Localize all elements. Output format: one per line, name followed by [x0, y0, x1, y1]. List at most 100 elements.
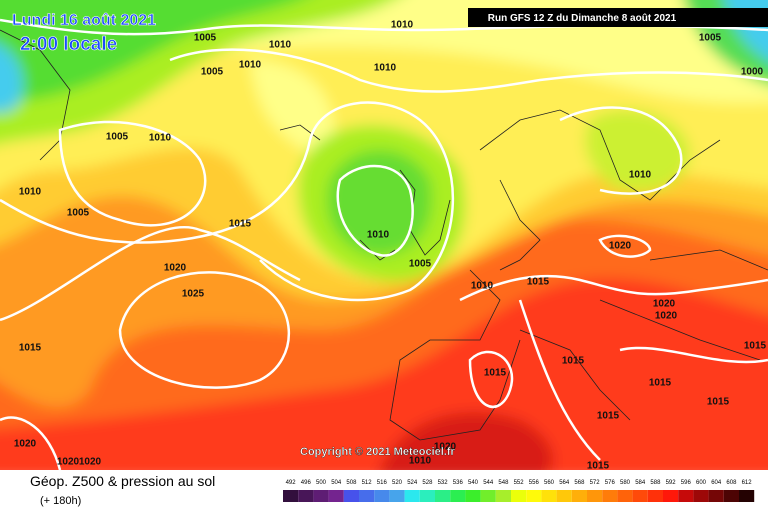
scale-label: 580	[620, 480, 631, 486]
scale-swatch	[647, 490, 663, 502]
isobar-label: 1010	[239, 60, 262, 71]
isobar-label: 1015	[527, 277, 550, 288]
scale-swatch	[495, 490, 511, 502]
isobar-label: 1000	[741, 67, 764, 78]
isobar-label: 1005	[106, 132, 129, 143]
scale-swatch	[511, 490, 527, 502]
scale-label: 592	[666, 480, 677, 486]
scale-label: 584	[635, 480, 646, 486]
scale-label: 552	[514, 480, 525, 486]
scale-swatch	[678, 490, 694, 502]
scale-swatch	[739, 490, 755, 502]
isobar-label: 1015	[229, 219, 252, 230]
isobar-label: 1015	[597, 411, 620, 422]
isobar-label: 1010	[149, 133, 172, 144]
scale-label: 536	[453, 480, 464, 486]
scale-swatch	[541, 490, 557, 502]
scale-swatch	[571, 490, 587, 502]
scale-swatch	[602, 490, 618, 502]
scale-label: 556	[529, 480, 540, 486]
scale-label: 572	[590, 480, 601, 486]
isobar-label: 1015	[562, 356, 585, 367]
scale-label: 504	[331, 480, 342, 486]
isobar-label: 1020	[434, 442, 457, 453]
scale-swatch	[404, 490, 420, 502]
field	[0, 0, 768, 480]
footer-lead: (+ 180h)	[40, 495, 81, 507]
isobar-label: 1015	[707, 397, 730, 408]
isobar-label: 1015	[744, 341, 767, 352]
scale-swatch	[419, 490, 435, 502]
isobar-label: 1005	[409, 259, 432, 270]
isobar-label: 1005	[699, 33, 722, 44]
scale-swatch	[359, 490, 375, 502]
footer-title: Géop. Z500 & pression au sol	[30, 473, 215, 489]
scale-label: 516	[377, 480, 388, 486]
run-box	[468, 8, 768, 27]
isobar-label: 1005	[67, 208, 90, 219]
scale-swatch	[556, 490, 572, 502]
scale-label: 524	[407, 480, 418, 486]
isobar-label: 1010	[391, 20, 414, 31]
scale-swatch	[298, 490, 314, 502]
scale-label: 496	[301, 480, 312, 486]
scale-swatch	[283, 490, 299, 502]
isobar-label: 1010	[471, 281, 494, 292]
scale-label: 512	[362, 480, 373, 486]
scale-label: 608	[726, 480, 737, 486]
isobar-label: 1005	[201, 67, 224, 78]
isobar-label: 1020	[57, 457, 80, 468]
scale-label: 548	[498, 480, 509, 486]
isobar-label: 1010	[367, 230, 390, 241]
scale-label: 588	[650, 480, 661, 486]
scale-swatch	[708, 490, 724, 502]
scale-swatch	[587, 490, 603, 502]
isobar-label: 1020	[79, 457, 102, 468]
isobar-label: 1010	[269, 40, 292, 51]
isobar-label: 1025	[182, 289, 205, 300]
isobar-label: 1010	[629, 170, 652, 181]
isobar-label: 1015	[649, 378, 672, 389]
scale-swatch	[313, 490, 329, 502]
scale-label: 540	[468, 480, 479, 486]
isobar-label: 1020	[14, 439, 37, 450]
scale-swatch	[632, 490, 648, 502]
scale-label: 560	[544, 480, 555, 486]
scale-swatch	[693, 490, 709, 502]
scale-swatch	[723, 490, 739, 502]
isobar-label: 1015	[484, 368, 507, 379]
scale-label: 520	[392, 480, 403, 486]
scale-swatch	[389, 490, 405, 502]
scale-label: 528	[422, 480, 433, 486]
scale-swatch	[663, 490, 679, 502]
isobar-labels: 1005 1010 1010 1005 1000 1005 1010 1010 1005 1010…	[14, 20, 767, 472]
scale-swatch	[617, 490, 633, 502]
isobar-label: 1010	[374, 63, 397, 74]
scale-label: 576	[605, 480, 616, 486]
scale-swatch	[343, 490, 359, 502]
isobar-label: 1020	[164, 263, 187, 274]
scale-swatch	[526, 490, 542, 502]
isobar-label: 1020	[609, 241, 632, 252]
scale-label: 532	[438, 480, 449, 486]
scale-swatch	[450, 490, 466, 502]
scale-label: 568	[574, 480, 585, 486]
isobar-label: 1015	[19, 343, 42, 354]
scale-label: 508	[346, 480, 357, 486]
time-label: 2:00 locale	[20, 34, 117, 55]
scale-label: 500	[316, 480, 327, 486]
scale-swatch	[328, 490, 344, 502]
copyright: Copyright © 2021 Meteociel.fr	[300, 446, 456, 458]
scale-label: 564	[559, 480, 570, 486]
scale-swatch	[374, 490, 390, 502]
scale-label: 612	[742, 480, 753, 486]
color-scale: 492 496 500 504 508 512 516 520 524 528 532 536 540 5…	[283, 480, 755, 502]
scale-swatch	[480, 490, 496, 502]
isobar-label: 1015	[587, 461, 610, 472]
isobar-label: 1020	[653, 299, 676, 310]
date-label: Lundi 16 août 2021	[12, 12, 156, 29]
coastlines	[0, 29, 768, 441]
scale-label: 604	[711, 480, 722, 486]
scale-swatch	[435, 490, 451, 502]
